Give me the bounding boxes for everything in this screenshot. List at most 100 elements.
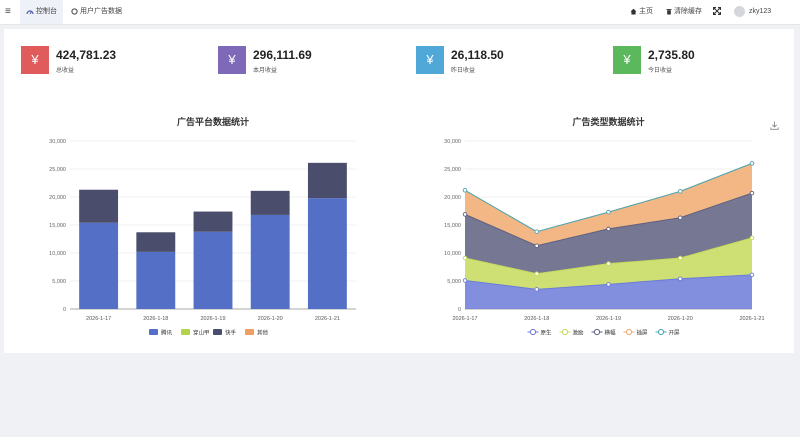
stat-label: 本月收益: [253, 68, 278, 74]
bar-segment: [136, 251, 176, 309]
y-tick-label: 15,000: [49, 223, 66, 229]
legend-label: 开屏: [669, 330, 681, 337]
top-navbar: ≡ 控制台 用户广告数据 主页 清除缓存 zky123: [0, 0, 800, 25]
data-point: [462, 278, 468, 283]
fullscreen-icon[interactable]: [712, 0, 722, 24]
legend-swatch: [149, 329, 158, 335]
legend-label: 原生: [541, 329, 553, 337]
legend-marker: [657, 328, 665, 336]
data-point: [534, 229, 539, 234]
legend-swatch: [213, 329, 222, 335]
data-point: [678, 189, 683, 194]
bar-segment: [250, 190, 290, 215]
stat-label: 总收益: [56, 68, 75, 74]
y-tick-label: 30,000: [444, 139, 461, 145]
download-icon[interactable]: [770, 117, 779, 135]
trash-icon: [666, 8, 674, 15]
clear-cache-button[interactable]: 清除缓存: [666, 0, 702, 24]
x-tick-label: 2026-1-17: [452, 316, 477, 322]
data-point: [462, 255, 468, 261]
data-point: [534, 287, 539, 292]
stat-label: 昨日收益: [451, 68, 476, 74]
y-tick-label: 10,000: [444, 251, 461, 257]
data-point: [749, 235, 755, 241]
data-point: [606, 226, 611, 232]
legend-label: 横幅: [605, 329, 617, 337]
tab-label: 控制台: [35, 8, 57, 15]
bar-segment: [307, 162, 347, 199]
y-tick-label: 0: [458, 307, 461, 313]
x-tick-label: 2026-1-20: [258, 316, 283, 322]
data-point: [606, 209, 611, 215]
legend-label: 激励: [573, 329, 585, 337]
data-point: [606, 261, 611, 266]
clear-cache-label: 清除缓存: [673, 8, 702, 15]
x-tick-label: 2026-1-18: [143, 316, 168, 322]
y-tick-label: 15,000: [444, 223, 461, 229]
x-tick-label: 2026-1-19: [596, 316, 621, 322]
menu-toggle-icon[interactable]: ≡: [5, 6, 11, 17]
legend-marker: [625, 328, 633, 336]
dashboard-icon: [26, 8, 36, 15]
home-icon: [630, 8, 639, 15]
tab-label: 用户广告数据: [79, 8, 122, 15]
area-layer: [465, 274, 752, 309]
home-link[interactable]: 主页: [630, 0, 653, 24]
legend-marker: [561, 328, 569, 336]
bar-segment: [250, 214, 290, 309]
circle-icon: [71, 8, 80, 15]
type-area-chart: 广告类型数据统计 0 5,000 10,000 15,000 20,000 25,000 30…: [444, 116, 764, 337]
y-tick-label: 30,000: [49, 139, 66, 145]
data-point: [749, 161, 755, 166]
y-tick-label: 0: [63, 307, 66, 313]
x-tick-label: 2026-1-19: [200, 316, 225, 322]
y-tick-label: 5,000: [447, 279, 461, 285]
area-layer: [465, 193, 752, 274]
data-point: [462, 188, 468, 193]
yen-icon: ¥: [218, 46, 246, 74]
data-point: [534, 243, 539, 248]
legend-swatch: [181, 329, 190, 335]
stat-value: 424,781.23: [56, 48, 117, 62]
legend-marker: [593, 328, 601, 336]
y-tick-label: 20,000: [49, 195, 66, 201]
chart-title: 广告类型数据统计: [572, 116, 644, 127]
platform-bar-chart: 广告平台数据统计 0 5,000 10,000 15,000 20,000 25,000 30…: [49, 116, 356, 337]
x-tick-label: 2026-1-21: [739, 316, 764, 322]
stat-label: 今日收益: [648, 68, 673, 74]
bar-segment: [193, 231, 233, 309]
x-tick-label: 2026-1-18: [524, 316, 549, 322]
y-tick-label: 5,000: [52, 279, 66, 285]
data-point: [749, 190, 755, 196]
bar-segment: [193, 211, 233, 232]
area-layer: [465, 163, 752, 246]
legend-label: 快手: [225, 329, 237, 337]
data-point: [678, 215, 683, 220]
tab-dashboard[interactable]: 控制台: [20, 0, 63, 24]
legend-label: 腾讯: [161, 329, 173, 337]
dashboard-panel: ¥ 424,781.23 总收益 ¥ 296,111.69 本月收益 ¥ 26,…: [4, 29, 794, 353]
yen-icon: ¥: [613, 46, 641, 74]
user-menu[interactable]: zky123: [734, 0, 771, 24]
x-tick-label: 2026-1-21: [315, 316, 340, 322]
bar-segment: [136, 232, 176, 252]
user-name: zky123: [748, 8, 772, 15]
legend-swatch: [245, 329, 254, 335]
x-tick-label: 2026-1-20: [668, 316, 693, 322]
legend-marker: [529, 328, 537, 336]
tab-user-ad-data[interactable]: 用户广告数据: [71, 0, 122, 24]
y-tick-label: 25,000: [49, 167, 66, 173]
x-tick-label: 2026-1-17: [86, 316, 111, 322]
chart-title: 广告平台数据统计: [177, 116, 249, 127]
stat-value: 2,735.80: [648, 48, 695, 62]
legend-label: 其他: [257, 329, 269, 337]
legend-label: 穿山甲: [193, 329, 210, 337]
data-point: [678, 276, 683, 282]
yen-icon: ¥: [21, 46, 49, 74]
bar-segment: [307, 198, 347, 309]
data-point: [678, 255, 683, 261]
avatar: [734, 5, 745, 17]
data-point: [534, 271, 539, 276]
data-point: [749, 272, 755, 278]
bar-segment: [79, 189, 119, 223]
